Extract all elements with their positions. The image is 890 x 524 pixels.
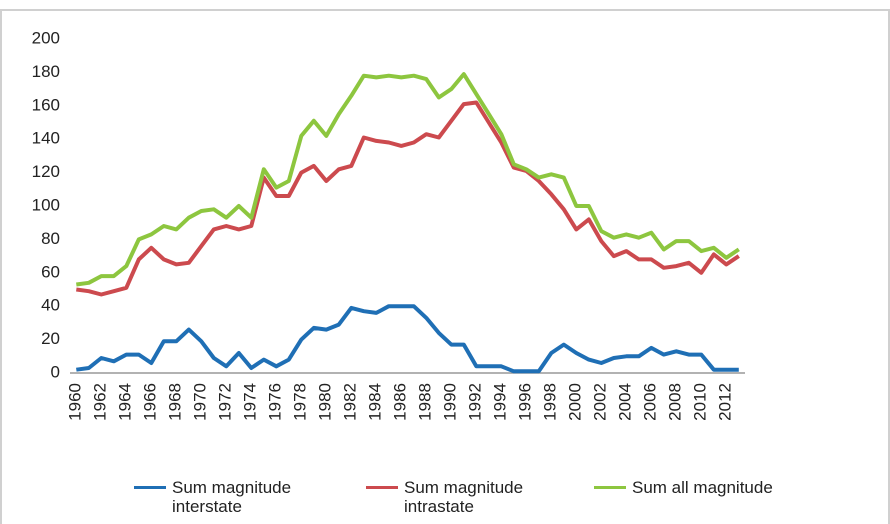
x-tick-label: 1978 bbox=[291, 383, 310, 421]
x-tick-label: 1968 bbox=[166, 383, 185, 421]
y-tick-label: 0 bbox=[51, 362, 60, 381]
legend-label: Sum magnitude intrastate bbox=[404, 478, 524, 516]
x-tick-label: 1998 bbox=[541, 383, 560, 421]
x-tick-label: 1980 bbox=[316, 383, 335, 421]
x-tick-label: 1990 bbox=[441, 383, 460, 421]
y-tick-label: 80 bbox=[41, 229, 60, 248]
x-tick-label: 1974 bbox=[241, 383, 260, 421]
x-tick-label: 2010 bbox=[691, 383, 710, 421]
x-tick-label: 1996 bbox=[516, 383, 535, 421]
legend-item: Sum magnitude intrastate bbox=[366, 478, 554, 516]
series-line bbox=[76, 304, 739, 374]
y-tick-label: 160 bbox=[32, 95, 60, 114]
y-tick-label: 140 bbox=[32, 129, 60, 148]
x-tick-label: 1976 bbox=[266, 383, 285, 421]
legend-label: Sum all magnitude bbox=[632, 478, 773, 497]
x-tick-label: 1984 bbox=[366, 383, 385, 421]
legend-item: Sum magnitude interstate bbox=[134, 478, 322, 516]
x-tick-label: 2000 bbox=[566, 383, 585, 421]
x-tick-label: 2006 bbox=[641, 383, 660, 421]
x-tick-label: 2012 bbox=[716, 383, 735, 421]
x-tick-label: 1986 bbox=[391, 383, 410, 421]
chart-border bbox=[0, 9, 890, 524]
x-tick-label: 1992 bbox=[466, 383, 485, 421]
x-tick-label: 1970 bbox=[191, 383, 210, 421]
legend-item: Sum all magnitude bbox=[594, 478, 782, 497]
x-tick-label: 1972 bbox=[216, 383, 235, 421]
x-tick-label: 1994 bbox=[491, 383, 510, 421]
x-tick-label: 1966 bbox=[141, 383, 160, 421]
x-tick-label: 1988 bbox=[416, 383, 435, 421]
x-tick-label: 1960 bbox=[66, 383, 85, 421]
legend-swatch bbox=[366, 486, 398, 489]
x-tick-label: 2004 bbox=[616, 383, 635, 421]
x-tick-label: 1964 bbox=[116, 383, 135, 421]
y-tick-label: 20 bbox=[41, 329, 60, 348]
legend-swatch bbox=[134, 486, 166, 489]
y-tick-label: 200 bbox=[32, 28, 60, 47]
y-tick-label: 60 bbox=[41, 262, 60, 281]
legend-swatch bbox=[594, 486, 626, 489]
x-tick-label: 1962 bbox=[91, 383, 110, 421]
y-tick-label: 120 bbox=[32, 162, 60, 181]
y-tick-label: 180 bbox=[32, 62, 60, 81]
x-tick-label: 1982 bbox=[341, 383, 360, 421]
series-line bbox=[76, 72, 740, 287]
y-tick-label: 40 bbox=[41, 296, 60, 315]
series-line bbox=[76, 100, 740, 297]
y-tick-label: 100 bbox=[32, 195, 60, 214]
x-tick-label: 2002 bbox=[591, 383, 610, 421]
x-tick-label: 2008 bbox=[666, 383, 685, 421]
legend-label: Sum magnitude interstate bbox=[172, 478, 292, 516]
